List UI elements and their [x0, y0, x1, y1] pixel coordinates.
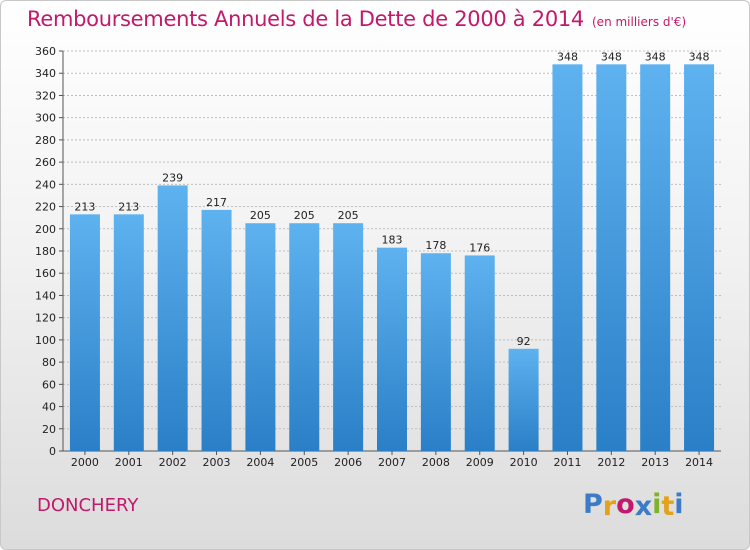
- data-label: 348: [557, 50, 578, 63]
- x-tick-label: 2004: [246, 456, 274, 469]
- x-tick-label: 2006: [334, 456, 362, 469]
- logo-letter: i: [674, 489, 684, 520]
- bar-2005: [289, 223, 320, 451]
- data-label: 217: [206, 196, 227, 209]
- x-tick-label: 2003: [203, 456, 231, 469]
- data-label: 178: [425, 239, 446, 252]
- data-label: 213: [118, 200, 139, 213]
- y-tick-label: 160: [35, 267, 56, 280]
- y-tick-label: 140: [35, 289, 56, 302]
- x-tick-label: 2010: [510, 456, 538, 469]
- y-tick-label: 320: [35, 89, 56, 102]
- bar-2009: [464, 255, 495, 451]
- x-tick-label: 2014: [685, 456, 713, 469]
- data-label: 176: [469, 241, 490, 254]
- data-label: 348: [689, 50, 710, 63]
- y-tick-label: 200: [35, 223, 56, 236]
- logo-letter: i: [652, 489, 662, 520]
- bar-2008: [420, 253, 451, 451]
- y-tick-label: 360: [35, 45, 56, 58]
- bar-2014: [684, 64, 715, 452]
- commune-name: DONCHERY: [37, 495, 139, 516]
- x-tick-label: 2007: [378, 456, 406, 469]
- proxiti-logo: Proxiti: [583, 489, 684, 522]
- logo-letter: t: [661, 491, 675, 522]
- y-tick-label: 120: [35, 312, 56, 325]
- bar-2003: [201, 209, 232, 451]
- x-tick-label: 2001: [115, 456, 143, 469]
- y-tick-label: 40: [42, 401, 56, 414]
- data-label: 183: [382, 234, 403, 247]
- bar-2013: [640, 64, 671, 452]
- y-tick-label: 340: [35, 67, 56, 80]
- y-tick-label: 0: [49, 445, 56, 458]
- data-label: 348: [601, 50, 622, 63]
- data-label: 205: [338, 209, 359, 222]
- y-tick-label: 100: [35, 334, 56, 347]
- y-tick-label: 220: [35, 201, 56, 214]
- bar-2011: [552, 64, 583, 452]
- x-tick-label: 2008: [422, 456, 450, 469]
- logo-letter: P: [583, 489, 603, 520]
- logo-letter: x: [634, 491, 653, 522]
- data-label: 92: [517, 335, 531, 348]
- logo-letter: o: [616, 489, 635, 520]
- x-tick-label: 2002: [159, 456, 187, 469]
- bar-2001: [113, 214, 144, 451]
- x-tick-label: 2012: [597, 456, 625, 469]
- y-tick-label: 260: [35, 156, 56, 169]
- y-tick-label: 300: [35, 112, 56, 125]
- y-tick-label: 20: [42, 423, 56, 436]
- x-tick-label: 2011: [553, 456, 581, 469]
- bar-2000: [69, 214, 100, 451]
- y-tick-label: 80: [42, 356, 56, 369]
- bar-2002: [157, 185, 188, 451]
- data-label: 205: [250, 209, 271, 222]
- data-label: 348: [645, 50, 666, 63]
- y-tick-label: 180: [35, 245, 56, 258]
- y-tick-label: 60: [42, 378, 56, 391]
- bar-2007: [377, 247, 407, 451]
- x-tick-label: 2013: [641, 456, 669, 469]
- bar-2006: [333, 223, 364, 451]
- y-tick-label: 280: [35, 134, 56, 147]
- data-label: 205: [294, 209, 315, 222]
- x-tick-label: 2005: [290, 456, 318, 469]
- bar-2004: [245, 223, 276, 451]
- chart-title-text: Remboursements Annuels de la Dette de 20…: [27, 7, 584, 31]
- data-label: 239: [162, 171, 183, 184]
- chart-title: Remboursements Annuels de la Dette de 20…: [27, 7, 686, 31]
- data-label: 213: [74, 200, 95, 213]
- x-tick-label: 2009: [466, 456, 494, 469]
- bar-2010: [508, 348, 539, 451]
- y-tick-label: 240: [35, 178, 56, 191]
- logo-letter: r: [602, 491, 617, 522]
- bar-2012: [596, 64, 627, 452]
- chart-unit-label: (en milliers d'€): [592, 15, 687, 29]
- x-tick-label: 2000: [71, 456, 99, 469]
